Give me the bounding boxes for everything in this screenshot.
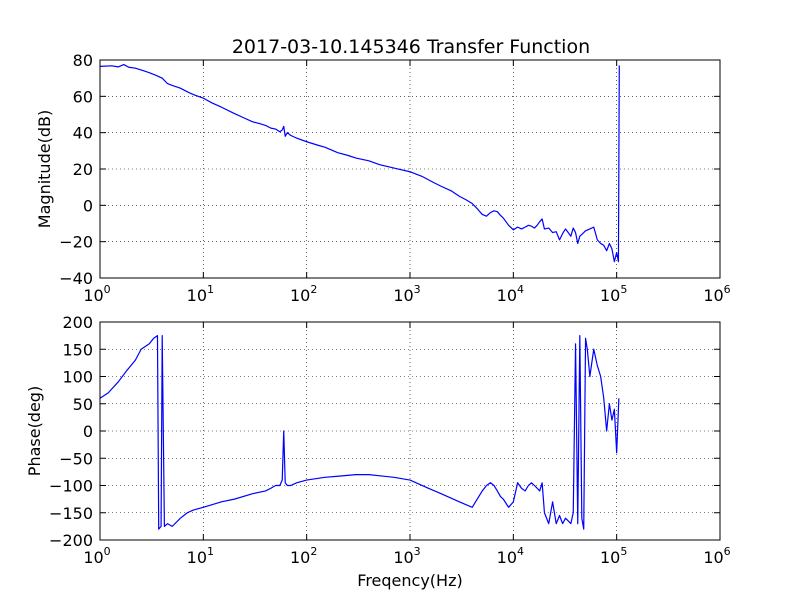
phase-ylabel: Phase(deg) — [25, 386, 44, 476]
y-tick-label: −50 — [59, 449, 93, 468]
y-tick-label: 40 — [73, 124, 93, 143]
x-tick-label: 104 — [497, 545, 524, 567]
x-tick-label: 106 — [703, 545, 730, 567]
phase-plot: 100 101 102 103 104 105 106−200−150−100−500501… — [49, 313, 731, 567]
x-tick-label-base: 10 — [187, 548, 207, 567]
x-tick-label: 106 — [703, 283, 730, 305]
y-tick-label: 0 — [83, 422, 93, 441]
y-tick-label: 0 — [83, 196, 93, 215]
frequency-xlabel: Freqency(Hz) — [357, 571, 462, 590]
x-tick-label: 104 — [497, 283, 524, 305]
x-tick-label-exponent: 6 — [724, 545, 731, 558]
x-tick-label-exponent: 6 — [724, 283, 731, 296]
y-tick-label: −40 — [59, 269, 93, 288]
y-tick-label: −150 — [49, 504, 93, 523]
x-tick-label: 102 — [290, 283, 317, 305]
x-tick-label-exponent: 0 — [104, 283, 111, 296]
y-tick-label: −200 — [49, 531, 93, 550]
x-tick-label-exponent: 2 — [310, 545, 317, 558]
x-tick-label-base: 10 — [290, 286, 310, 305]
x-tick-label-base: 10 — [703, 286, 723, 305]
x-tick-label: 105 — [600, 283, 627, 305]
x-tick-label-base: 10 — [393, 286, 413, 305]
x-tick-label: 101 — [187, 283, 214, 305]
y-tick-label: 200 — [62, 313, 93, 332]
plot-frame — [99, 59, 721, 279]
x-tick-label-exponent: 5 — [620, 283, 627, 296]
y-tick-label: −20 — [59, 233, 93, 252]
y-tick-label: 150 — [62, 340, 93, 359]
x-tick-label: 100 — [83, 545, 110, 567]
y-tick-label: 50 — [73, 395, 93, 414]
x-tick-label-exponent: 3 — [414, 283, 421, 296]
x-tick-label-base: 10 — [83, 548, 103, 567]
x-tick-label: 102 — [290, 545, 317, 567]
x-tick-label-base: 10 — [703, 548, 723, 567]
x-tick-label-exponent: 5 — [620, 545, 627, 558]
x-tick-label: 105 — [600, 545, 627, 567]
y-tick-label: 60 — [73, 87, 93, 106]
magnitude-series-line — [99, 63, 620, 263]
x-tick-label-exponent: 4 — [517, 283, 524, 296]
x-tick-label-exponent: 3 — [414, 545, 421, 558]
x-tick-label-base: 10 — [497, 548, 517, 567]
x-tick-label-base: 10 — [497, 286, 517, 305]
y-tick-label: 20 — [73, 160, 93, 179]
x-tick-label: 101 — [187, 545, 214, 567]
x-tick-label-base: 10 — [600, 548, 620, 567]
x-tick-label-base: 10 — [600, 286, 620, 305]
magnitude-ylabel: Magnitude(dB) — [35, 110, 54, 228]
x-tick-label-base: 10 — [393, 548, 413, 567]
x-tick-label-base: 10 — [83, 286, 103, 305]
x-tick-label: 103 — [393, 283, 420, 305]
x-tick-label-exponent: 0 — [104, 545, 111, 558]
plot-frame — [99, 321, 721, 541]
phase-series-line — [99, 335, 620, 530]
x-tick-label-exponent: 1 — [207, 545, 214, 558]
chart-title: 2017-03-10.145346 Transfer Function — [232, 36, 590, 58]
x-tick-label: 103 — [393, 545, 420, 567]
x-tick-label-base: 10 — [290, 548, 310, 567]
x-tick-label: 100 — [83, 283, 110, 305]
y-tick-label: −100 — [49, 477, 93, 496]
x-tick-label-exponent: 2 — [310, 283, 317, 296]
y-tick-label: 100 — [62, 368, 93, 387]
x-tick-label-exponent: 1 — [207, 283, 214, 296]
x-tick-label-base: 10 — [187, 286, 207, 305]
x-tick-label-exponent: 4 — [517, 545, 524, 558]
y-tick-label: 80 — [73, 51, 93, 70]
